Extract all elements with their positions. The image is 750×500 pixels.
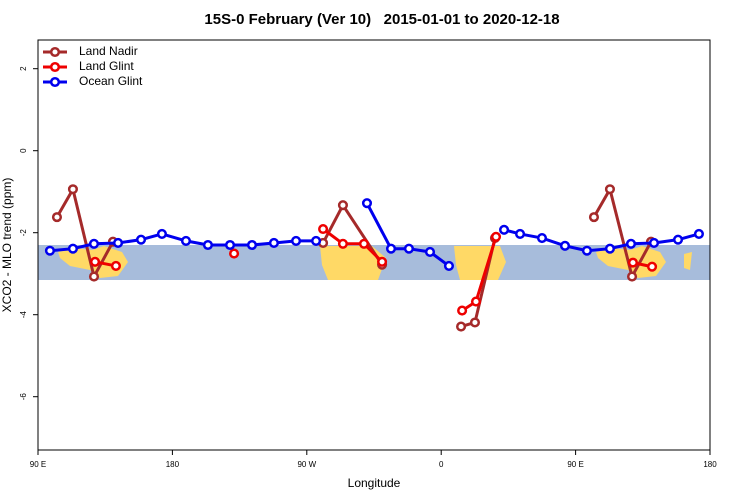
data-point — [626, 271, 638, 282]
data-point — [156, 228, 167, 239]
data-point — [318, 223, 329, 235]
data-point — [604, 184, 615, 195]
x-tick-label: 180 — [166, 460, 180, 469]
y-tick-label: 0 — [19, 148, 28, 153]
data-point — [403, 243, 414, 254]
data-point — [246, 239, 258, 251]
x-tick-label: 180 — [703, 460, 717, 469]
legend-marker — [49, 76, 61, 88]
data-point — [470, 296, 482, 307]
data-point — [268, 237, 279, 248]
data-point — [202, 239, 213, 251]
data-point — [67, 184, 78, 195]
data-point — [89, 256, 101, 267]
y-tick-label: -6 — [19, 393, 28, 401]
x-tick-label: 0 — [439, 460, 444, 469]
data-point — [224, 239, 236, 251]
data-point — [625, 238, 637, 249]
data-point — [385, 243, 397, 254]
data-point — [457, 305, 468, 316]
data-point — [693, 228, 704, 239]
data-point — [337, 238, 348, 249]
y-axis-label: XCO2 - MLO trend (ppm) — [0, 178, 14, 313]
data-point — [377, 256, 388, 267]
data-point — [559, 240, 571, 251]
data-point — [648, 237, 660, 248]
data-point — [536, 232, 548, 244]
data-point — [337, 200, 348, 211]
data-point — [311, 235, 322, 246]
data-point — [361, 198, 373, 209]
data-point — [88, 271, 100, 282]
legend-marker — [49, 61, 61, 73]
data-point — [180, 235, 192, 246]
y-tick-label: -4 — [19, 311, 28, 319]
data-point — [514, 228, 526, 239]
data-point — [490, 231, 502, 242]
data-point — [88, 238, 100, 249]
data-point — [424, 246, 436, 258]
x-tick-label: 90 W — [297, 460, 316, 469]
data-point — [443, 260, 455, 271]
data-point — [647, 261, 658, 272]
data-point — [581, 245, 592, 256]
x-tick-label: 90 E — [567, 460, 583, 469]
data-point — [135, 234, 147, 245]
plot-frame — [37, 39, 711, 451]
data-point — [469, 317, 480, 328]
legend-label: Ocean Glint — [79, 74, 143, 88]
data-point — [627, 257, 638, 268]
legend-marker — [49, 46, 61, 58]
y-tick-label: -2 — [19, 229, 28, 237]
data-point — [44, 245, 55, 256]
data-point — [229, 248, 240, 259]
y-tick-label: 2 — [19, 66, 28, 71]
legend-label: Land Nadir — [79, 44, 138, 58]
data-point — [588, 212, 600, 223]
data-point — [110, 260, 122, 271]
data-point — [358, 238, 370, 249]
data-point — [604, 243, 615, 254]
data-point — [499, 224, 510, 235]
data-point — [456, 321, 467, 332]
data-point — [290, 235, 302, 246]
chart-title: 15S-0 February (Ver 10) 2015-01-01 to 20… — [204, 11, 559, 28]
series-line — [94, 227, 653, 312]
data-point — [112, 237, 124, 248]
legend-label: Land Glint — [79, 59, 134, 73]
data-point — [51, 212, 63, 223]
x-tick-label: 90 E — [30, 460, 46, 469]
x-axis-label: Longitude — [348, 476, 401, 490]
data-point — [67, 243, 78, 254]
data-point — [672, 234, 684, 245]
